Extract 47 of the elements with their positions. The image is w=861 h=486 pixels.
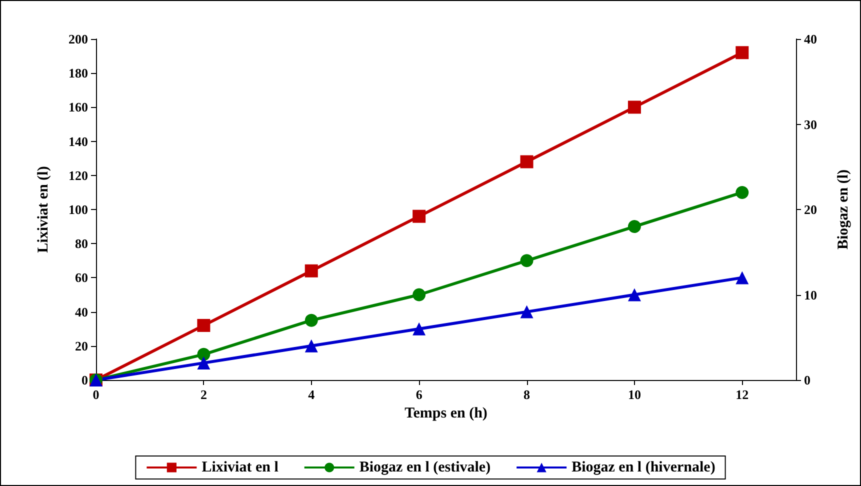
legend-label: Biogaz en l (hivernale) [572,460,716,476]
y-tick-label: 160 [68,100,88,115]
point [197,356,210,370]
y-tick-label: 20 [75,338,88,354]
point [304,264,318,278]
y-tick-label: 40 [75,304,88,320]
x-tick-label: 6 [416,387,423,402]
y-tick-label: 180 [68,66,88,81]
y-tick-label: 200 [68,32,88,46]
y2-tick-label: 10 [804,287,817,302]
x-tick-label: 12 [736,387,749,402]
y-axis-title: Lixiviat en (l) [36,166,52,253]
point [736,186,749,199]
point [304,314,318,327]
point [412,322,426,336]
point [520,155,534,168]
point [520,305,534,318]
point [628,220,641,234]
y-tick-label: 80 [75,236,88,252]
y-tick-label: 0 [82,372,88,388]
y-tick-label: 120 [68,168,88,183]
x-tick-label: 4 [308,387,316,402]
point [197,348,210,361]
point [197,318,210,332]
y2-axis-title: Biogaz en (l) [836,170,852,250]
point [736,271,749,284]
x-tick-label: 0 [92,387,100,402]
x-axis-title: Temps en (h) [404,405,488,422]
x-tick-label: 8 [524,387,531,402]
y2-tick-label: 30 [804,116,817,132]
legend-label: Lixiviat en l [202,460,278,476]
y-tick-label: 100 [68,202,88,217]
point [628,100,641,114]
legend-label: Biogaz en l (estivale) [359,460,491,476]
y-tick-label: 140 [68,134,88,149]
point [520,254,534,268]
point [412,288,426,302]
point [628,288,641,302]
point [736,46,749,60]
point [412,210,426,223]
y2-tick-label: 40 [804,32,817,46]
y-tick-label: 60 [75,270,88,286]
y2-tick-label: 0 [804,372,810,388]
point [304,339,318,352]
x-tick-label: 2 [200,387,207,402]
y2-tick-label: 20 [804,202,817,217]
x-tick-label: 10 [628,387,641,402]
